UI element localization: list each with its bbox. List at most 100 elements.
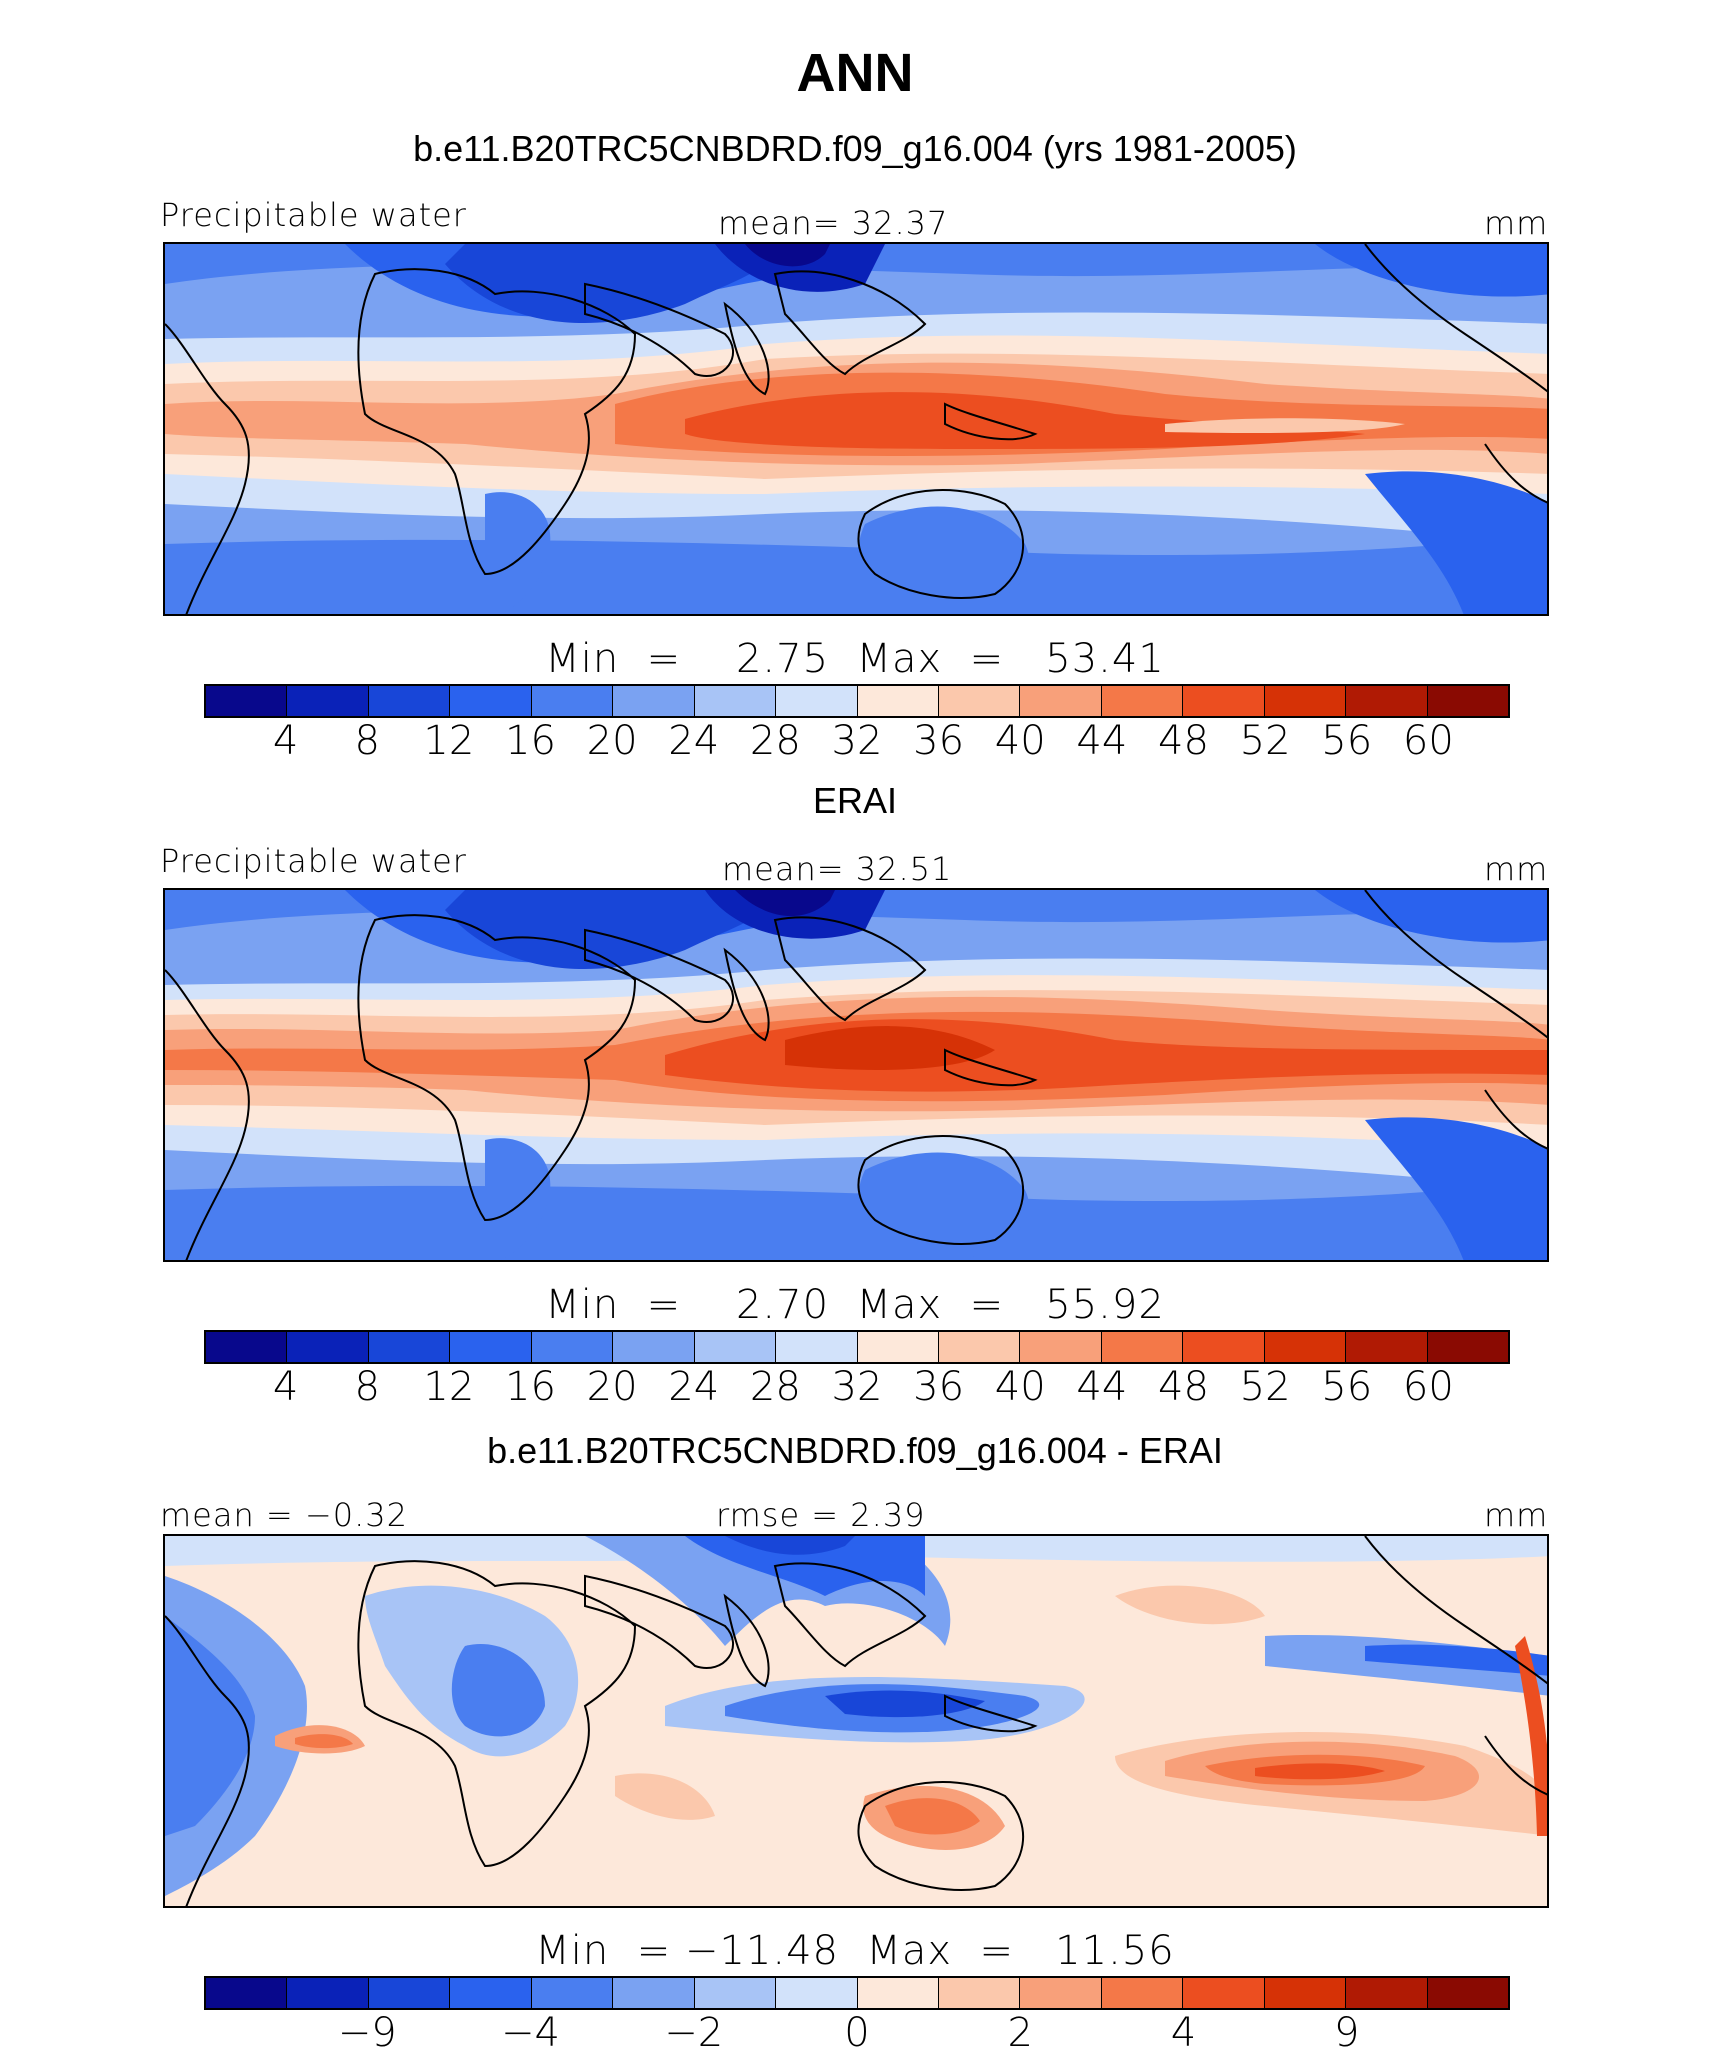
- colorbar-tick-label: 32: [831, 1364, 883, 1410]
- colorbar-tick-label: 9: [1334, 2010, 1360, 2056]
- colorbar-tick-label: 12: [423, 1364, 475, 1410]
- panel-3-rmse-label: rmse = 2.39: [716, 1496, 926, 1534]
- panel-2-colorbar: [204, 1330, 1510, 1364]
- colorbar-tick-label: 4: [1170, 2010, 1197, 2056]
- colorbar-tick-label: 52: [1239, 1364, 1291, 1410]
- panel-1-minmax: Min = 2.75 Max = 53.41: [545, 636, 1165, 682]
- colorbar-swatch: [857, 1978, 939, 2008]
- colorbar-swatch: [1264, 686, 1347, 716]
- colorbar-swatch: [206, 686, 288, 716]
- colorbar-swatch: [1346, 1332, 1428, 1362]
- colorbar-swatch: [450, 1332, 532, 1362]
- panel-2-units-label: mm: [1484, 850, 1549, 888]
- panel-2-minmax: Min = 2.70 Max = 55.92: [545, 1282, 1165, 1328]
- panel-1-mean-label: mean= 32.37: [718, 204, 949, 242]
- colorbar-swatch: [1183, 1332, 1265, 1362]
- colorbar-tick-label: 40: [994, 718, 1046, 764]
- colorbar-swatch: [1101, 1978, 1184, 2008]
- panel-1-map: [163, 242, 1549, 616]
- colorbar-swatch: [1020, 686, 1102, 716]
- colorbar-tick-label: 0: [844, 2010, 870, 2056]
- panel-2-map: [163, 888, 1549, 1262]
- panel-3-colorbar-ticks: −9 −4 −2 0 2 4 9: [204, 2010, 1510, 2060]
- colorbar-swatch: [694, 1978, 777, 2008]
- panel-1-colorbar: [204, 684, 1510, 718]
- coastline-outlines: [165, 1536, 1547, 1906]
- colorbar-tick-label: 4: [272, 1364, 299, 1410]
- colorbar-tick-label: 36: [913, 718, 965, 764]
- colorbar-swatch: [531, 1978, 614, 2008]
- colorbar-swatch: [938, 1978, 1021, 2008]
- colorbar-swatch: [613, 686, 695, 716]
- colorbar-swatch: [776, 1978, 858, 2008]
- colorbar-tick-label: 24: [668, 1364, 720, 1410]
- colorbar-swatch: [1264, 1332, 1347, 1362]
- colorbar-swatch: [1183, 1978, 1265, 2008]
- colorbar-swatch: [450, 1978, 532, 2008]
- panel-1-variable-label: Precipitable water: [160, 196, 467, 234]
- colorbar-tick-label: −9: [337, 2010, 397, 2056]
- colorbar-swatch: [1427, 1332, 1508, 1362]
- colorbar-swatch: [1346, 1978, 1428, 2008]
- colorbar-swatch: [1427, 686, 1508, 716]
- colorbar-swatch: [206, 1332, 288, 1362]
- colorbar-tick-label: 8: [354, 1364, 380, 1410]
- colorbar-tick-label: 32: [831, 718, 883, 764]
- panel-2-variable-label: Precipitable water: [160, 842, 467, 880]
- colorbar-swatch: [938, 1332, 1021, 1362]
- figure-title: ANN: [796, 43, 914, 103]
- colorbar-tick-label: 28: [749, 718, 801, 764]
- colorbar-swatch: [1427, 1978, 1508, 2008]
- colorbar-tick-label: 16: [505, 1364, 556, 1410]
- panel-3-minmax: Min = −11.48 Max = 11.56: [535, 1928, 1175, 1974]
- colorbar-tick-label: 40: [994, 1364, 1046, 1410]
- colorbar-swatch: [1101, 1332, 1184, 1362]
- panel-3-units-label: mm: [1484, 1496, 1549, 1534]
- colorbar-swatch: [776, 686, 858, 716]
- colorbar-tick-label: 44: [1076, 718, 1128, 764]
- colorbar-tick-label: 52: [1239, 718, 1291, 764]
- colorbar-tick-label: 56: [1321, 1364, 1373, 1410]
- colorbar-tick-label: 8: [354, 718, 380, 764]
- colorbar-tick-label: 48: [1158, 1364, 1209, 1410]
- panel-2-contour-field: [165, 890, 1547, 1260]
- colorbar-tick-label: −2: [664, 2010, 724, 2056]
- panel-3-contour-field: [165, 1536, 1547, 1906]
- colorbar-swatch: [857, 686, 939, 716]
- colorbar-swatch: [450, 686, 532, 716]
- panel-3-heading: b.e11.B20TRC5CNBDRD.f09_g16.004 - ERAI: [487, 1430, 1223, 1471]
- colorbar-swatch: [287, 1332, 369, 1362]
- panel-2-colorbar-ticks: 4 8 12 16 20 24 28 32 36 40 44 48 52 56 60: [204, 1364, 1510, 1414]
- colorbar-swatch: [694, 686, 777, 716]
- colorbar-swatch: [287, 1978, 369, 2008]
- coastline-outlines: [165, 244, 1547, 614]
- colorbar-swatch: [1183, 686, 1265, 716]
- colorbar-tick-label: 44: [1076, 1364, 1128, 1410]
- colorbar-tick-label: 60: [1402, 1364, 1454, 1410]
- colorbar-swatch: [531, 1332, 614, 1362]
- panel-1-units-label: mm: [1484, 204, 1549, 242]
- colorbar-swatch: [531, 686, 614, 716]
- panel-1-heading: b.e11.B20TRC5CNBDRD.f09_g16.004 (yrs 198…: [413, 128, 1297, 169]
- colorbar-swatch: [1346, 686, 1428, 716]
- colorbar-swatch: [368, 686, 451, 716]
- colorbar-tick-label: 48: [1158, 718, 1209, 764]
- colorbar-swatch: [1020, 1332, 1102, 1362]
- colorbar-tick-label: 20: [586, 718, 638, 764]
- colorbar-tick-label: 60: [1402, 718, 1454, 764]
- colorbar-tick-label: 28: [749, 1364, 801, 1410]
- colorbar-swatch: [1020, 1978, 1102, 2008]
- panel-2-mean-label: mean= 32.51: [722, 850, 953, 888]
- colorbar-swatch: [287, 686, 369, 716]
- colorbar-tick-label: −4: [501, 2010, 560, 2056]
- colorbar-swatch: [613, 1332, 695, 1362]
- colorbar-swatch: [776, 1332, 858, 1362]
- colorbar-tick-label: 36: [913, 1364, 965, 1410]
- colorbar-swatch: [1101, 686, 1184, 716]
- colorbar-swatch: [206, 1978, 288, 2008]
- colorbar-tick-label: 24: [668, 718, 720, 764]
- colorbar-tick-label: 12: [423, 718, 475, 764]
- colorbar-tick-label: 20: [586, 1364, 638, 1410]
- panel-3-map: [163, 1534, 1549, 1908]
- colorbar-swatch: [938, 686, 1021, 716]
